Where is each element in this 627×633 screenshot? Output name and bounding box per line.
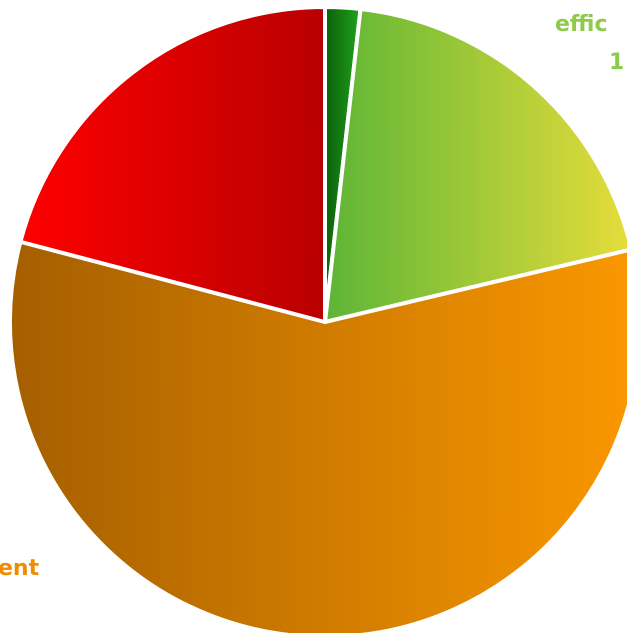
pie-slice-4 — [18, 5, 327, 324]
slice-label-efficient: effic — [555, 12, 608, 37]
slice-value-label-efficient: 1 — [609, 50, 625, 75]
pie-slice-3 — [8, 239, 627, 633]
slice-label-ent: ent — [0, 556, 40, 581]
pie-slices — [8, 5, 627, 633]
pie-slice-2 — [323, 7, 627, 324]
